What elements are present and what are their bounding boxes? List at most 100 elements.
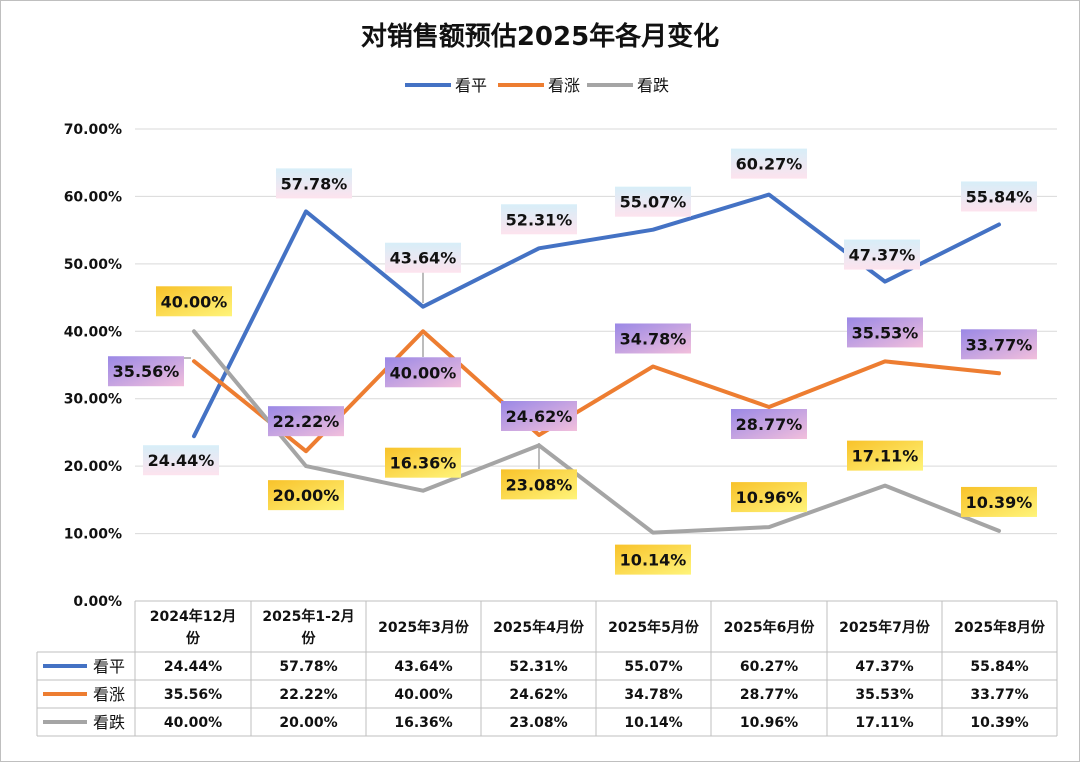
data-label-box bbox=[731, 409, 807, 440]
data-label: 24.62% bbox=[506, 407, 573, 426]
data-label-box bbox=[385, 242, 461, 273]
data-label-box bbox=[731, 482, 807, 513]
table-cell: 16.36% bbox=[394, 715, 452, 731]
legend-label: 看跌 bbox=[637, 76, 669, 95]
table-cell: 24.62% bbox=[509, 687, 567, 703]
table-header-cell: 2025年4月份 bbox=[493, 619, 585, 636]
data-label: 33.77% bbox=[966, 335, 1033, 354]
table-cell: 55.07% bbox=[624, 659, 682, 675]
data-label-box bbox=[143, 445, 219, 476]
data-label: 20.00% bbox=[273, 486, 340, 505]
data-label-box bbox=[268, 480, 344, 511]
data-label: 57.78% bbox=[281, 174, 348, 193]
table-cell: 57.78% bbox=[279, 659, 337, 675]
y-tick-label: 70.00% bbox=[64, 122, 122, 138]
table-cell: 40.00% bbox=[164, 715, 222, 731]
table-header-cell: 2025年7月份 bbox=[839, 619, 931, 636]
table-cell: 28.77% bbox=[740, 687, 798, 703]
table-series-name: 看平 bbox=[93, 657, 125, 676]
data-label: 10.14% bbox=[620, 551, 687, 570]
table-cell: 35.53% bbox=[855, 687, 913, 703]
table-header-cell: 2025年8月份 bbox=[954, 619, 1046, 636]
data-label: 28.77% bbox=[736, 415, 803, 434]
data-label-box bbox=[615, 544, 691, 575]
table-cell: 17.11% bbox=[855, 715, 913, 731]
data-label-box bbox=[961, 181, 1037, 212]
data-label: 55.84% bbox=[966, 187, 1033, 206]
data-label-box bbox=[847, 440, 923, 471]
table-cell: 47.37% bbox=[855, 659, 913, 675]
data-label: 17.11% bbox=[852, 447, 919, 466]
data-labels: 24.44% 57.78% 43.64% 52.31% 55.07% 60.27% 47.3… bbox=[108, 148, 1037, 575]
data-label-box bbox=[615, 323, 691, 354]
table-cell: 20.00% bbox=[279, 715, 337, 731]
data-label: 23.08% bbox=[506, 475, 573, 494]
table-cell: 34.78% bbox=[624, 687, 682, 703]
table-cell: 10.96% bbox=[740, 715, 798, 731]
data-label-box bbox=[731, 148, 807, 179]
data-label: 10.39% bbox=[966, 493, 1033, 512]
data-label-box bbox=[156, 286, 232, 317]
table-header-cell: 2025年6月份 bbox=[724, 619, 816, 636]
table-cell: 60.27% bbox=[740, 659, 798, 675]
table-header-cell: 2025年5月份 bbox=[608, 619, 700, 636]
data-label-box bbox=[961, 486, 1037, 517]
series-line bbox=[192, 329, 1001, 535]
data-label: 52.31% bbox=[506, 210, 573, 229]
table-series-name: 看跌 bbox=[93, 713, 125, 732]
table-cell: 35.56% bbox=[164, 687, 222, 703]
y-axis: 0.00% 10.00% 20.00% 30.00% 40.00% 50.00% 60.00… bbox=[64, 122, 122, 610]
data-label: 22.22% bbox=[273, 412, 340, 431]
data-label-box bbox=[847, 317, 923, 348]
data-label-box bbox=[501, 400, 577, 431]
y-tick-label: 50.00% bbox=[64, 257, 122, 273]
table-cell: 55.84% bbox=[970, 659, 1028, 675]
data-label: 34.78% bbox=[620, 329, 687, 348]
data-label-box bbox=[385, 447, 461, 478]
data-label: 24.44% bbox=[148, 451, 215, 470]
y-tick-label: 30.00% bbox=[64, 392, 122, 408]
table-header-cell: 份 bbox=[302, 630, 317, 647]
table-cell: 24.44% bbox=[164, 659, 222, 675]
table-header-cell: 2025年3月份 bbox=[378, 619, 470, 636]
table-cell: 10.39% bbox=[970, 715, 1028, 731]
data-label-box bbox=[276, 168, 352, 199]
data-label-box bbox=[108, 356, 184, 387]
table-cell: 33.77% bbox=[970, 687, 1028, 703]
data-label-box bbox=[844, 239, 920, 270]
table-cell: 43.64% bbox=[394, 659, 452, 675]
data-label: 40.00% bbox=[390, 363, 457, 382]
legend-label: 看平 bbox=[455, 76, 487, 95]
legend: 看平 看涨 看跌 bbox=[405, 76, 669, 95]
data-label: 60.27% bbox=[736, 155, 803, 174]
data-label-box bbox=[385, 357, 461, 388]
y-tick-label: 10.00% bbox=[64, 527, 122, 543]
data-label-box bbox=[615, 186, 691, 217]
table-cell: 40.00% bbox=[394, 687, 452, 703]
data-label: 16.36% bbox=[390, 454, 457, 473]
data-label: 55.07% bbox=[620, 193, 687, 212]
data-label: 35.56% bbox=[113, 362, 180, 381]
table-header-cell: 2025年1-2月 bbox=[262, 608, 354, 625]
data-label: 47.37% bbox=[849, 246, 916, 265]
data-label: 43.64% bbox=[390, 249, 457, 268]
legend-label: 看涨 bbox=[548, 76, 580, 95]
table-header-cell: 份 bbox=[186, 630, 201, 647]
y-tick-label: 40.00% bbox=[64, 324, 122, 340]
table-header-cell: 2024年12月 bbox=[150, 608, 236, 625]
table-cell: 10.14% bbox=[624, 715, 682, 731]
data-label: 35.53% bbox=[852, 323, 919, 342]
y-tick-label: 0.00% bbox=[73, 594, 122, 610]
table-cell: 23.08% bbox=[509, 715, 567, 731]
y-tick-label: 20.00% bbox=[64, 459, 122, 475]
data-label-box bbox=[501, 204, 577, 235]
table-cell: 52.31% bbox=[509, 659, 567, 675]
table-series-name: 看涨 bbox=[93, 685, 125, 704]
data-label-box bbox=[501, 469, 577, 500]
chart-title: 对销售额预估2025年各月变化 bbox=[361, 21, 719, 52]
y-tick-label: 60.00% bbox=[64, 189, 122, 205]
data-label-box bbox=[268, 406, 344, 437]
